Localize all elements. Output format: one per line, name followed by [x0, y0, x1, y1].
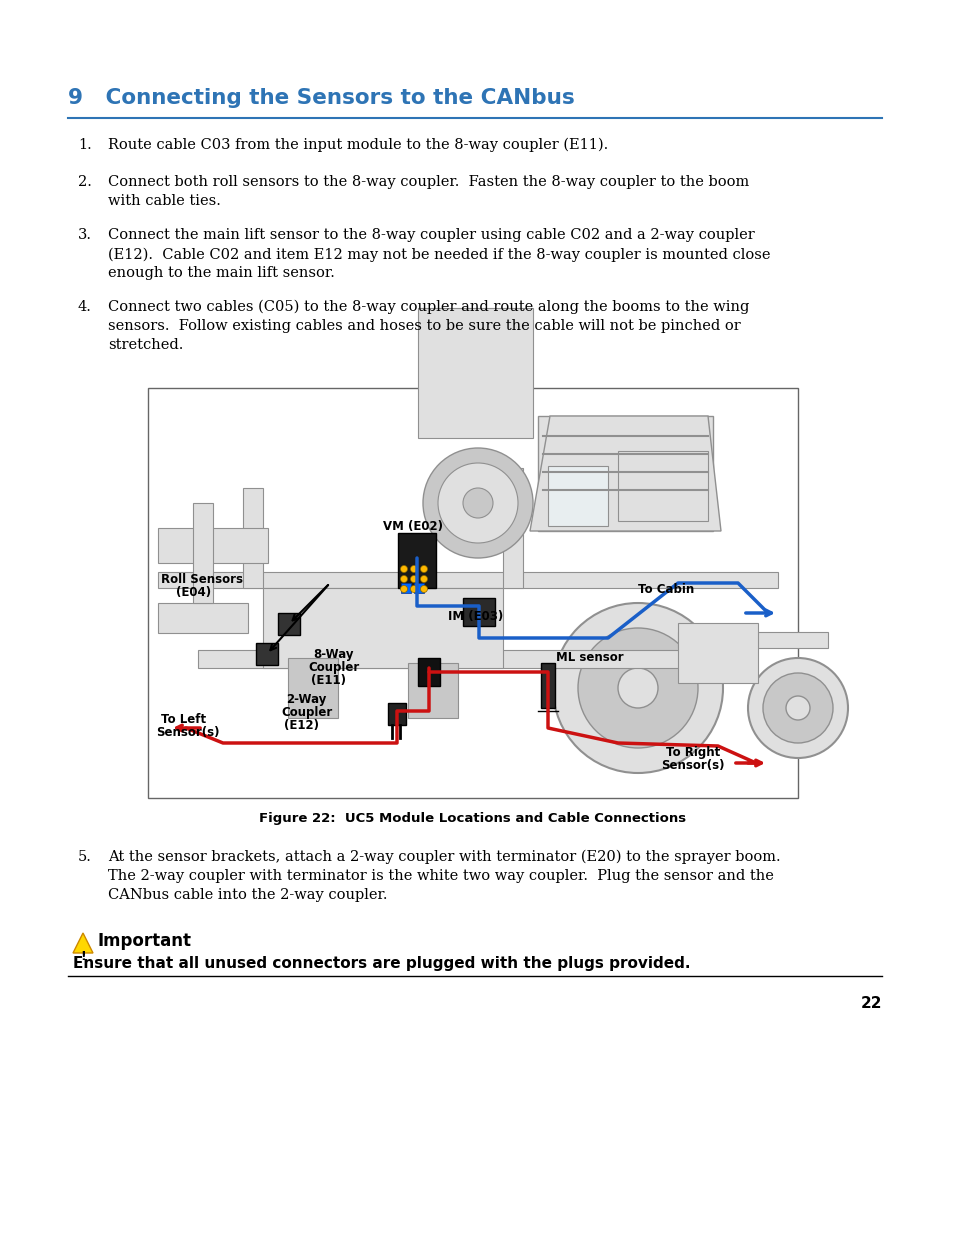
Text: 9   Connecting the Sensors to the CANbus: 9 Connecting the Sensors to the CANbus — [68, 88, 574, 107]
Circle shape — [420, 576, 427, 583]
Circle shape — [618, 668, 658, 708]
Bar — [158, 603, 248, 634]
Text: 4.: 4. — [78, 300, 91, 314]
Polygon shape — [530, 416, 720, 531]
Polygon shape — [73, 932, 92, 953]
Text: 5.: 5. — [78, 850, 91, 864]
Bar — [537, 416, 712, 531]
Text: Coupler: Coupler — [281, 706, 332, 719]
Bar — [462, 598, 495, 626]
Text: ML sensor: ML sensor — [556, 651, 623, 664]
Text: IM (E03): IM (E03) — [448, 610, 503, 622]
Text: VM (E02): VM (E02) — [382, 520, 442, 534]
Text: Connect both roll sensors to the 8-way coupler.  Fasten the 8-way coupler to the: Connect both roll sensors to the 8-way c… — [108, 175, 748, 207]
Circle shape — [410, 576, 417, 583]
Circle shape — [437, 463, 517, 543]
Bar — [400, 583, 411, 593]
Circle shape — [420, 585, 427, 593]
Text: !: ! — [80, 950, 86, 963]
Text: To Right: To Right — [665, 746, 720, 760]
Text: To Left: To Left — [161, 713, 206, 726]
Text: Connect the main lift sensor to the 8-way coupler using cable C02 and a 2-way co: Connect the main lift sensor to the 8-wa… — [108, 228, 770, 280]
Text: 1.: 1. — [78, 138, 91, 152]
Bar — [618, 451, 707, 521]
Circle shape — [785, 697, 809, 720]
Text: Sensor(s): Sensor(s) — [660, 760, 723, 772]
Bar — [417, 658, 439, 685]
Bar — [193, 503, 213, 603]
Circle shape — [422, 448, 533, 558]
Text: Important: Important — [98, 932, 192, 950]
Text: (E12): (E12) — [284, 719, 318, 732]
Bar — [397, 534, 436, 588]
Text: Figure 22:  UC5 Module Locations and Cable Connections: Figure 22: UC5 Module Locations and Cabl… — [259, 811, 686, 825]
Bar — [148, 388, 797, 798]
Bar — [678, 622, 758, 683]
Bar — [243, 488, 263, 588]
Bar — [414, 583, 423, 593]
Circle shape — [747, 658, 847, 758]
Text: 2.: 2. — [78, 175, 91, 189]
Text: Roll Sensors: Roll Sensors — [161, 573, 243, 585]
Text: 8-Way: 8-Way — [313, 648, 354, 661]
Circle shape — [462, 488, 493, 517]
Circle shape — [400, 566, 407, 573]
Circle shape — [410, 566, 417, 573]
Bar — [263, 588, 502, 668]
Text: 22: 22 — [860, 995, 882, 1011]
Circle shape — [420, 566, 427, 573]
Circle shape — [410, 585, 417, 593]
Bar — [158, 529, 268, 563]
Bar — [417, 308, 533, 438]
Circle shape — [400, 585, 407, 593]
Bar — [502, 468, 522, 588]
Bar — [255, 643, 277, 664]
Text: 2-Way: 2-Way — [286, 693, 326, 706]
Bar — [288, 658, 337, 718]
Circle shape — [400, 576, 407, 583]
Text: Coupler: Coupler — [308, 661, 359, 674]
Text: At the sensor brackets, attach a 2-way coupler with terminator (E20) to the spra: At the sensor brackets, attach a 2-way c… — [108, 850, 780, 903]
Text: (E04): (E04) — [175, 585, 211, 599]
Text: 3.: 3. — [78, 228, 91, 242]
Circle shape — [553, 603, 722, 773]
Bar — [547, 466, 607, 526]
Text: (E11): (E11) — [311, 674, 346, 687]
Bar — [540, 663, 555, 708]
Circle shape — [762, 673, 832, 743]
Bar — [678, 632, 827, 648]
Bar — [408, 663, 457, 718]
Text: Route cable C03 from the input module to the 8-way coupler (E11).: Route cable C03 from the input module to… — [108, 138, 608, 152]
Text: To Cabin: To Cabin — [638, 583, 694, 597]
Bar — [198, 650, 747, 668]
Bar — [388, 703, 406, 725]
Text: Connect two cables (C05) to the 8-way coupler and route along the booms to the w: Connect two cables (C05) to the 8-way co… — [108, 300, 749, 352]
Circle shape — [578, 629, 698, 748]
Text: Ensure that all unused connectors are plugged with the plugs provided.: Ensure that all unused connectors are pl… — [73, 956, 690, 971]
Bar — [277, 613, 299, 635]
Bar — [158, 572, 778, 588]
Text: Sensor(s): Sensor(s) — [156, 726, 219, 739]
